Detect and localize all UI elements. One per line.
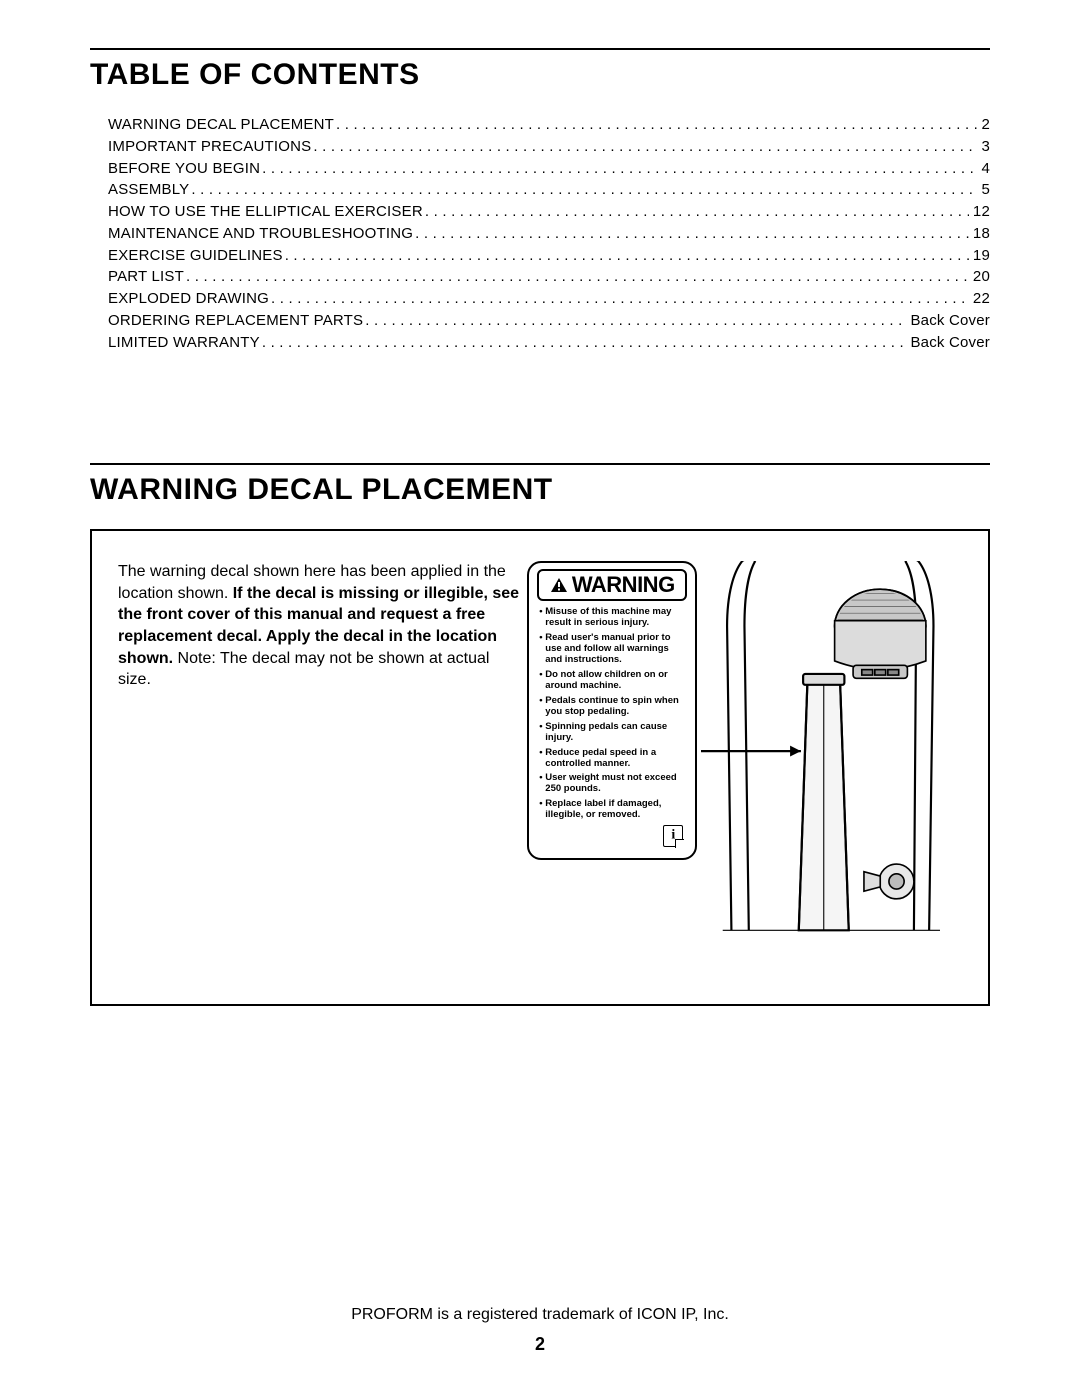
elliptical-machine-illustration — [701, 561, 962, 974]
warning-section-title: WARNING DECAL PLACEMENT — [90, 473, 990, 507]
manual-info-icon — [663, 825, 683, 847]
toc-leader-dots — [262, 332, 907, 354]
decal-item: Spinning pedals can cause injury. — [539, 722, 685, 744]
toc-row: ASSEMBLY 5 — [108, 179, 990, 201]
page-number: 2 — [90, 1334, 990, 1355]
toc-page: 19 — [971, 245, 990, 267]
toc-page: Back Cover — [908, 332, 990, 354]
decal-item: Do not allow children on or around machi… — [539, 670, 685, 692]
toc-label: MAINTENANCE AND TROUBLESHOOTING — [108, 223, 413, 245]
toc-page: 20 — [971, 266, 990, 288]
toc-row: MAINTENANCE AND TROUBLESHOOTING 18 — [108, 223, 990, 245]
toc-row: IMPORTANT PRECAUTIONS 3 — [108, 136, 990, 158]
toc-title: TABLE OF CONTENTS — [90, 58, 990, 92]
section-rule — [90, 463, 990, 465]
toc-row: HOW TO USE THE ELLIPTICAL EXERCISER 12 — [108, 201, 990, 223]
section-rule — [90, 48, 990, 50]
toc-leader-dots — [262, 158, 977, 180]
decal-bullet-list: Misuse of this machine may result in ser… — [537, 607, 687, 821]
toc-leader-dots — [186, 266, 969, 288]
toc-leader-dots — [191, 179, 977, 201]
toc-page: 12 — [971, 201, 990, 223]
toc-leader-dots — [425, 201, 969, 223]
toc-page: Back Cover — [908, 310, 990, 332]
trademark-notice: PROFORM is a registered trademark of ICO… — [90, 1306, 990, 1324]
decal-item: Read user's manual prior to use and foll… — [539, 633, 685, 666]
warning-decal: WARNING Misuse of this machine may resul… — [527, 561, 697, 860]
toc-page: 2 — [979, 114, 990, 136]
decal-header: WARNING — [537, 569, 687, 601]
toc-label: EXERCISE GUIDELINES — [108, 245, 283, 267]
decal-header-text: WARNING — [572, 573, 675, 597]
toc-label: ASSEMBLY — [108, 179, 189, 201]
toc-row: EXERCISE GUIDELINES 19 — [108, 245, 990, 267]
toc-page: 4 — [979, 158, 990, 180]
toc-leader-dots — [271, 288, 969, 310]
toc-label: ORDERING REPLACEMENT PARTS — [108, 310, 363, 332]
decal-item: User weight must not exceed 250 pounds. — [539, 773, 685, 795]
warning-intro-note: Note: The decal may not be shown at actu… — [118, 650, 489, 689]
toc-leader-dots — [285, 245, 969, 267]
decal-item: Pedals continue to spin when you stop pe… — [539, 696, 685, 718]
toc-label: LIMITED WARRANTY — [108, 332, 260, 354]
decal-item: Misuse of this machine may result in ser… — [539, 607, 685, 629]
toc-page: 22 — [971, 288, 990, 310]
warning-intro-text: The warning decal shown here has been ap… — [118, 561, 519, 974]
toc-label: HOW TO USE THE ELLIPTICAL EXERCISER — [108, 201, 423, 223]
decal-and-machine: WARNING Misuse of this machine may resul… — [527, 561, 962, 974]
toc-label: WARNING DECAL PLACEMENT — [108, 114, 334, 136]
toc-list: WARNING DECAL PLACEMENT 2 IMPORTANT PREC… — [90, 114, 990, 353]
toc-label: PART LIST — [108, 266, 184, 288]
toc-leader-dots — [415, 223, 969, 245]
toc-page: 3 — [979, 136, 990, 158]
toc-row: EXPLODED DRAWING 22 — [108, 288, 990, 310]
decal-info-icon-row — [537, 825, 687, 850]
toc-row: LIMITED WARRANTY Back Cover — [108, 332, 990, 354]
toc-row: WARNING DECAL PLACEMENT 2 — [108, 114, 990, 136]
toc-page: 18 — [971, 223, 990, 245]
decal-item: Reduce pedal speed in a controlled manne… — [539, 748, 685, 770]
toc-row: PART LIST 20 — [108, 266, 990, 288]
toc-leader-dots — [365, 310, 906, 332]
toc-label: IMPORTANT PRECAUTIONS — [108, 136, 311, 158]
toc-row: BEFORE YOU BEGIN 4 — [108, 158, 990, 180]
warning-triangle-icon — [550, 577, 568, 593]
warning-decal-box: The warning decal shown here has been ap… — [90, 529, 990, 1006]
toc-leader-dots — [336, 114, 977, 136]
toc-label: BEFORE YOU BEGIN — [108, 158, 260, 180]
decal-item: Replace label if damaged, illegible, or … — [539, 799, 685, 821]
toc-page: 5 — [979, 179, 990, 201]
toc-row: ORDERING REPLACEMENT PARTS Back Cover — [108, 310, 990, 332]
toc-label: EXPLODED DRAWING — [108, 288, 269, 310]
toc-leader-dots — [313, 136, 977, 158]
